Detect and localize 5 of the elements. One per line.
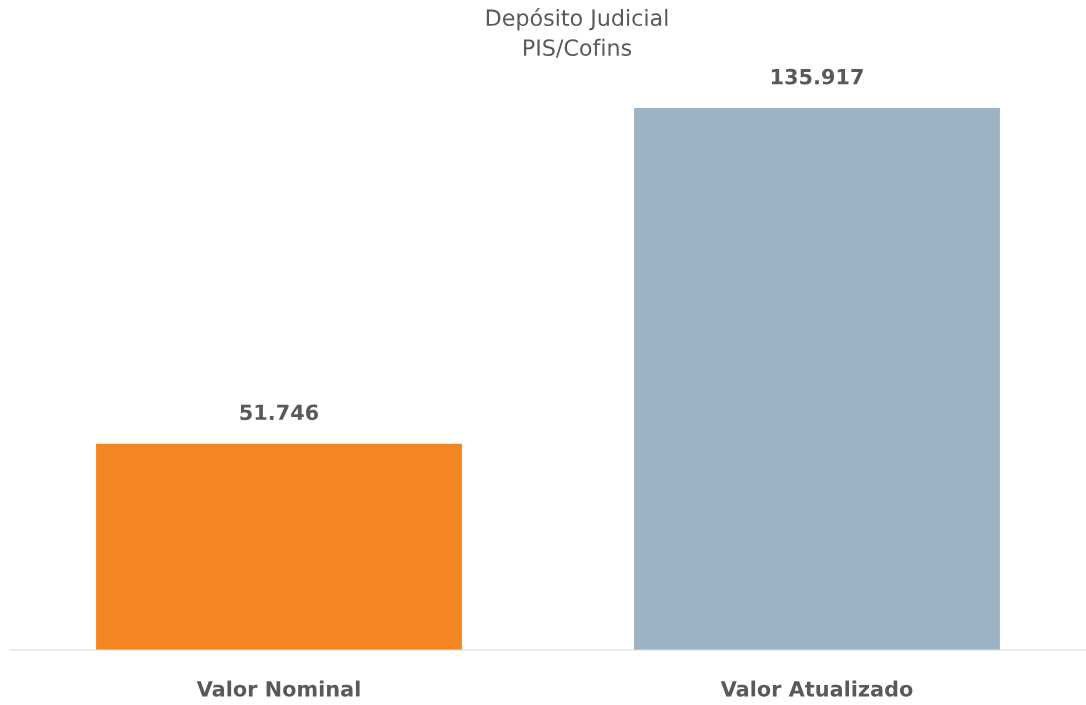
x-tick-label: Valor Nominal [196, 680, 360, 697]
data-label: 135.917 [771, 68, 863, 85]
data-label: 51.746 [240, 404, 319, 421]
chart-title: Depósito Judicial PIS/Cofins [486, 8, 668, 58]
x-tick-label: Valor Atualizado [720, 680, 913, 697]
